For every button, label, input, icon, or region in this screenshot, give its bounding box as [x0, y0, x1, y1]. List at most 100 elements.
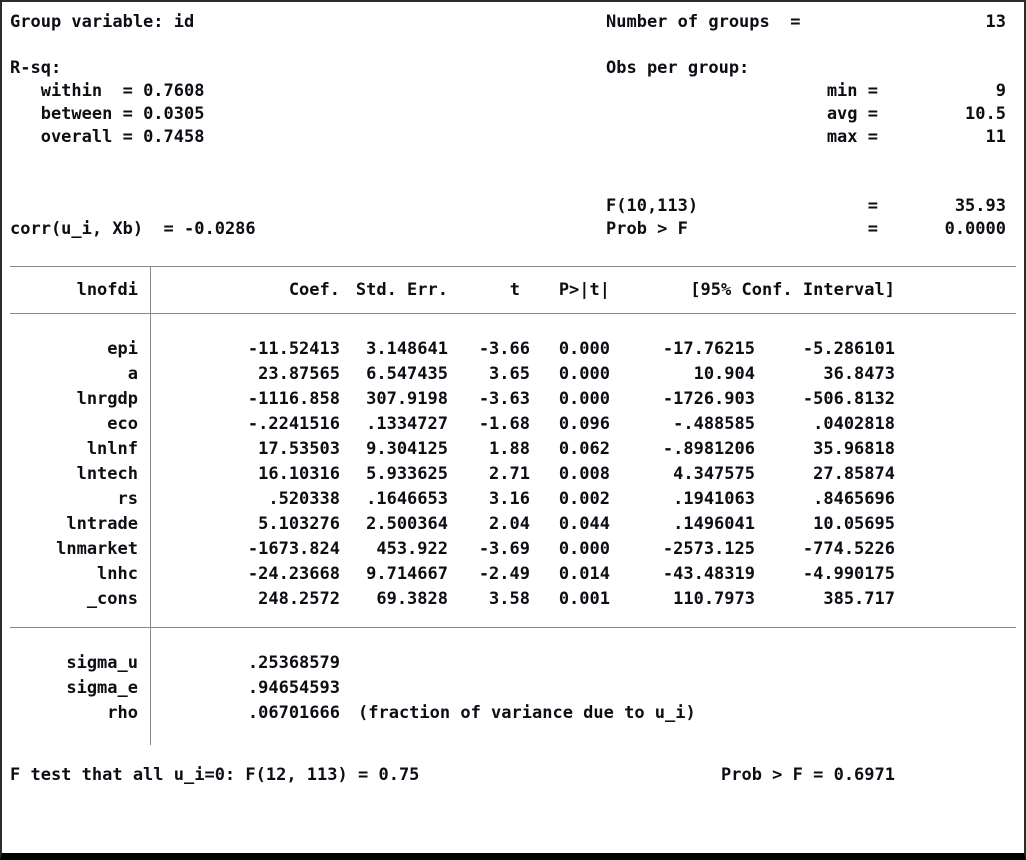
rsq-rows: within = 0.7608 min = 9 between = 0.0305… — [10, 79, 1016, 148]
ci-high-cell: 35.96818 — [813, 438, 895, 459]
ci-high-cell: 27.85874 — [813, 463, 895, 484]
variance-row: rho .06701666 (fraction of variance due … — [10, 700, 1016, 725]
obs-stat: min = 9 — [606, 81, 1016, 101]
ci-low-cell: -.488585 — [673, 413, 755, 434]
coef-cell: 23.87565 — [258, 363, 340, 384]
rsq-obs-header-line: R-sq: Obs per group: — [10, 56, 1016, 79]
stderr-cell: 5.933625 — [366, 463, 448, 484]
var-name-cell: eco — [107, 413, 138, 434]
rsq-row-value: 0.7608 — [143, 80, 205, 101]
obs-stat-label: avg = — [826, 103, 878, 124]
obs-stat-value: 9 — [995, 80, 1006, 101]
regression-table: lnofdi Coef. Std. Err. t P>|t| [95% Conf… — [10, 266, 1016, 745]
obs-stat: avg = 10.5 — [606, 104, 1016, 124]
rsq-row: within = 0.7608 min = 9 — [10, 79, 1016, 102]
f-stat: F(10,113) = 35.93 — [606, 196, 1016, 216]
rsq-row: overall = 0.7458 max = 11 — [10, 125, 1016, 148]
variance-name-cell: sigma_u — [66, 652, 138, 673]
p-cell: 0.014 — [558, 563, 610, 584]
coef-cell: 248.2572 — [258, 588, 340, 609]
t-cell: 3.65 — [489, 363, 530, 384]
p-cell: 0.008 — [558, 463, 610, 484]
variance-value-cell: .94654593 — [247, 677, 340, 698]
ci-high-cell: 10.05695 — [813, 513, 895, 534]
f-test-line: F test that all u_i=0: F(12, 113) = 0.75… — [10, 745, 1016, 805]
t-cell: -1.68 — [478, 413, 530, 434]
p-cell: 0.002 — [558, 488, 610, 509]
t-cell: 3.58 — [489, 588, 530, 609]
ci-high-cell: .0402818 — [813, 413, 895, 434]
obs-stat-label: min = — [826, 80, 878, 101]
ci-low-cell: -43.48319 — [662, 563, 755, 584]
column-divider — [150, 266, 151, 745]
group-variable-line: Group variable: id Number of groups = 13 — [10, 10, 1016, 33]
coef-cell: 16.10316 — [258, 463, 340, 484]
ci-low-cell: .1941063 — [673, 488, 755, 509]
corr-label: corr(u_i, Xb) = — [10, 218, 184, 239]
stderr-header: Std. Err. — [355, 280, 448, 300]
t-cell: -3.63 — [478, 388, 530, 409]
group-variable-label: Group variable: — [10, 11, 174, 32]
p-cell: 0.096 — [558, 413, 610, 434]
table-row: lnmarket -1673.824 453.922 -3.69 0.000 -… — [10, 536, 1016, 561]
prob-f-footer-value: 0.6971 — [833, 765, 895, 785]
coef-cell: -24.23668 — [247, 563, 340, 584]
ci-high-cell: -5.286101 — [802, 338, 895, 359]
ci-low-cell: -17.76215 — [662, 338, 755, 359]
table-body: epi -11.52413 3.148641 -3.66 0.000 -17.7… — [10, 336, 1016, 611]
coef-cell: .520338 — [268, 488, 340, 509]
t-cell: 1.88 — [489, 438, 530, 459]
variance-row: sigma_u .25368579 — [10, 650, 1016, 675]
group-variable-value: id — [173, 11, 195, 32]
stderr-cell: 6.547435 — [366, 363, 448, 384]
table-row: lnrgdp -1116.858 307.9198 -3.63 0.000 -1… — [10, 386, 1016, 411]
ci-low-cell: .1496041 — [673, 513, 755, 534]
coef-cell: -11.52413 — [247, 338, 340, 359]
f-stat-line: F(10,113) = 35.93 — [10, 194, 1016, 217]
f-stat-eq: = — [867, 195, 878, 216]
obs-stat-label: max = — [826, 126, 878, 147]
rsq-row-label: within = — [10, 80, 144, 101]
variance-name-cell: sigma_e — [66, 677, 138, 698]
obs-per-group-label: Obs per group: — [606, 57, 750, 78]
table-header-row: lnofdi Coef. Std. Err. t P>|t| [95% Conf… — [10, 266, 1016, 314]
p-cell: 0.044 — [558, 513, 610, 534]
coef-cell: -1116.858 — [247, 388, 340, 409]
stderr-cell: 9.304125 — [366, 438, 448, 459]
stderr-cell: 2.500364 — [366, 513, 448, 534]
coef-cell: 5.103276 — [258, 513, 340, 534]
coef-cell: 17.53503 — [258, 438, 340, 459]
f-test-label: F test that all u_i=0: F(12, 113) = — [10, 765, 379, 785]
var-name-cell: lnlnf — [86, 438, 138, 459]
coef-header: Coef. — [288, 280, 340, 300]
prob-f-eq: = — [867, 218, 878, 239]
table-row: epi -11.52413 3.148641 -3.66 0.000 -17.7… — [10, 336, 1016, 361]
table-spacer — [10, 314, 1016, 336]
var-name-cell: rs — [117, 488, 138, 509]
variance-name-cell: rho — [107, 702, 138, 723]
variance-note: (fraction of variance due to u_i) — [358, 702, 696, 723]
ci-low-cell: -1726.903 — [662, 388, 755, 409]
coef-cell: -.2241516 — [247, 413, 340, 434]
table-row: lntrade 5.103276 2.500364 2.04 0.044 .14… — [10, 511, 1016, 536]
ci-low-cell: 4.347575 — [673, 463, 755, 484]
stderr-cell: 9.714667 — [366, 563, 448, 584]
stderr-cell: 3.148641 — [366, 338, 448, 359]
t-cell: 2.04 — [489, 513, 530, 534]
t-cell: 3.16 — [489, 488, 530, 509]
blank-line — [10, 33, 1016, 56]
obs-stat-value: 10.5 — [965, 103, 1006, 124]
variance-value-cell: .25368579 — [247, 652, 340, 673]
var-name-cell: lnmarket — [56, 538, 138, 559]
stderr-cell: 307.9198 — [366, 388, 448, 409]
variance-section: sigma_u .25368579 sigma_e .94654593 rho … — [10, 627, 1016, 745]
var-name-cell: lnhc — [97, 563, 138, 584]
blank-line — [10, 148, 1016, 171]
rsq-row-value: 0.7458 — [143, 126, 205, 147]
p-cell: 0.000 — [558, 388, 610, 409]
stderr-cell: 69.3828 — [376, 588, 448, 609]
table-row: eco -.2241516 .1334727 -1.68 0.096 -.488… — [10, 411, 1016, 436]
ci-low-cell: 110.7973 — [673, 588, 755, 609]
prob-f-label: Prob > F — [606, 218, 688, 239]
